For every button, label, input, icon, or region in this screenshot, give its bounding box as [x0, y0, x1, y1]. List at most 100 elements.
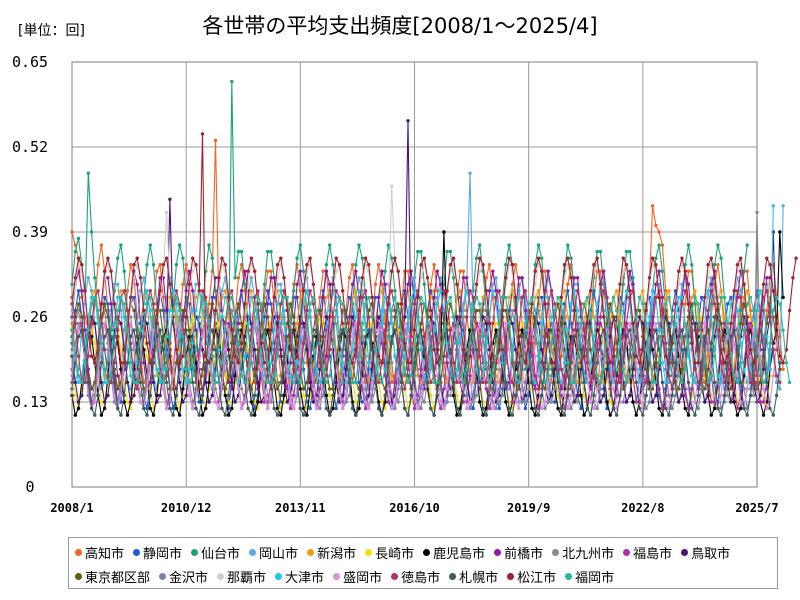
- data-point: [445, 249, 449, 254]
- data-point: [292, 367, 296, 371]
- data-point: [89, 387, 94, 391]
- data-point: [106, 315, 110, 319]
- data-point: [399, 334, 404, 339]
- data-point: [158, 289, 162, 293]
- data-point: [592, 263, 596, 267]
- data-point: [191, 308, 195, 313]
- data-point: [220, 361, 224, 365]
- data-point: [266, 406, 270, 411]
- data-point: [461, 393, 466, 398]
- data-point: [765, 308, 769, 313]
- data-point: [73, 413, 78, 417]
- data-point: [89, 321, 94, 326]
- data-point: [181, 400, 185, 404]
- data-point: [771, 413, 775, 417]
- data-point: [624, 263, 629, 267]
- data-point: [621, 256, 625, 260]
- data-point: [507, 406, 511, 411]
- data-point: [540, 406, 544, 411]
- data-point: [683, 269, 687, 273]
- data-point: [292, 289, 296, 293]
- data-point: [367, 315, 371, 319]
- data-point: [116, 308, 120, 313]
- data-point: [533, 269, 537, 273]
- data-point: [703, 361, 707, 365]
- data-point: [223, 374, 227, 378]
- data-point: [650, 256, 655, 260]
- y-tick-label: 0: [25, 478, 34, 496]
- data-point: [716, 243, 720, 247]
- data-point: [465, 289, 469, 293]
- data-point: [259, 302, 263, 306]
- data-point: [233, 354, 237, 358]
- legend-swatch: [423, 548, 431, 556]
- data-point: [181, 367, 185, 371]
- data-point: [455, 413, 459, 417]
- data-point: [699, 361, 704, 365]
- data-point: [500, 295, 505, 300]
- data-point: [285, 374, 289, 378]
- data-point: [412, 289, 417, 293]
- data-point: [448, 249, 453, 254]
- data-point: [396, 400, 400, 404]
- data-point: [761, 413, 766, 417]
- data-point: [494, 406, 498, 411]
- data-point: [562, 308, 567, 313]
- data-point: [370, 400, 374, 404]
- data-point: [657, 387, 661, 391]
- data-point: [664, 302, 668, 306]
- data-point: [677, 269, 681, 273]
- data-point: [383, 341, 387, 345]
- data-point: [200, 367, 205, 371]
- data-point: [390, 361, 394, 365]
- data-point: [119, 243, 123, 247]
- data-point: [615, 380, 619, 385]
- data-point: [288, 400, 293, 404]
- data-point: [279, 282, 283, 286]
- data-point: [76, 400, 81, 404]
- data-point: [686, 341, 691, 345]
- data-point: [129, 361, 133, 365]
- data-point: [102, 400, 107, 404]
- data-point: [73, 354, 78, 358]
- data-point: [151, 263, 156, 267]
- data-point: [680, 282, 684, 286]
- data-point: [376, 328, 381, 332]
- data-point: [566, 256, 570, 260]
- data-point: [184, 289, 188, 293]
- data-point: [706, 367, 710, 371]
- data-point: [716, 374, 720, 378]
- data-point: [282, 393, 286, 398]
- y-axis-ticks: 00.130.260.390.520.65: [12, 53, 48, 496]
- data-point: [148, 243, 152, 247]
- data-point: [275, 413, 280, 417]
- data-point: [533, 374, 537, 378]
- data-point: [549, 341, 554, 345]
- data-point: [419, 295, 423, 300]
- data-point: [151, 354, 156, 358]
- data-point: [559, 334, 563, 339]
- data-point: [631, 321, 635, 326]
- data-point: [383, 393, 387, 398]
- legend-item: 鳥取市: [681, 541, 730, 563]
- data-point: [363, 400, 368, 404]
- data-point: [533, 413, 537, 417]
- data-point: [132, 295, 136, 300]
- data-point: [742, 269, 746, 273]
- data-point: [331, 406, 335, 411]
- data-point: [184, 315, 188, 319]
- data-point: [774, 295, 779, 300]
- data-point: [99, 361, 104, 365]
- data-point: [641, 289, 645, 293]
- data-point: [631, 348, 635, 352]
- data-point: [435, 361, 439, 365]
- data-point: [615, 308, 619, 313]
- data-point: [380, 400, 384, 404]
- data-point: [269, 249, 273, 254]
- data-point: [177, 380, 182, 385]
- data-point: [523, 380, 528, 385]
- data-point: [406, 367, 410, 371]
- data-point: [595, 321, 599, 326]
- data-point: [174, 348, 179, 352]
- data-point: [543, 302, 547, 306]
